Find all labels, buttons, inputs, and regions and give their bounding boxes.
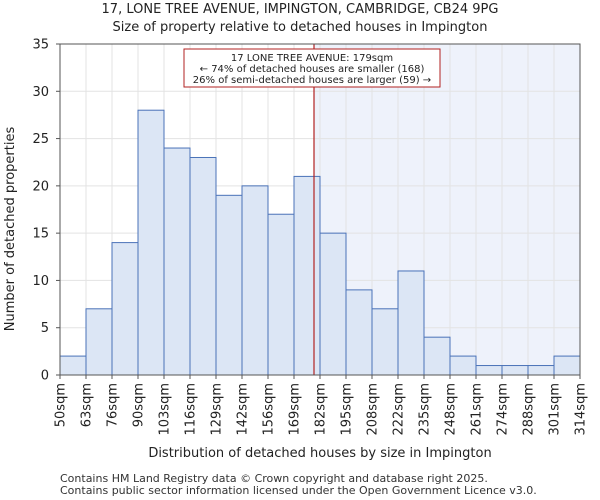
- bar: [371, 308, 399, 376]
- chart-title: 17, LONE TREE AVENUE, IMPINGTON, CAMBRID…: [102, 2, 499, 17]
- bar: [449, 355, 477, 376]
- bar: [397, 270, 425, 376]
- bar: [241, 185, 269, 376]
- y-tick-label: 25: [32, 132, 49, 147]
- x-tick-label: 156sqm: [262, 383, 277, 436]
- bar: [137, 109, 165, 376]
- footer-line-1: Contains HM Land Registry data © Crown c…: [60, 472, 488, 485]
- bar: [59, 355, 87, 376]
- bar: [189, 156, 217, 376]
- bar: [423, 336, 451, 376]
- x-axis-ticks: 50sqm 63sqm 76sqm 90sqm 103sqm 116sqm 129sqm 14…: [54, 375, 589, 436]
- x-tick-label: 248sqm: [444, 383, 459, 436]
- bar: [215, 194, 243, 376]
- bar: [267, 213, 295, 376]
- x-tick-label: 90sqm: [132, 383, 147, 427]
- x-tick-label: 301sqm: [548, 383, 563, 436]
- x-tick-label: 76sqm: [106, 383, 121, 427]
- bar: [163, 147, 191, 376]
- y-axis-label: Number of detached properties: [3, 127, 18, 332]
- y-tick-label: 15: [32, 227, 49, 242]
- bar: [527, 365, 555, 376]
- bar: [553, 355, 581, 376]
- y-tick-label: 0: [41, 369, 49, 384]
- bar: [475, 365, 503, 376]
- y-tick-label: 10: [32, 274, 49, 289]
- x-tick-label: 142sqm: [236, 383, 251, 436]
- bar: [293, 175, 321, 376]
- chart-subtitle: Size of property relative to detached ho…: [113, 20, 488, 35]
- bar: [319, 232, 347, 376]
- annotation-box: 17 LONE TREE AVENUE: 179sqm ← 74% of det…: [183, 48, 441, 88]
- plot-area: [59, 43, 581, 376]
- y-tick-label: 20: [32, 179, 49, 194]
- x-tick-label: 50sqm: [54, 383, 69, 427]
- x-tick-label: 63sqm: [80, 383, 95, 427]
- x-tick-label: 129sqm: [210, 383, 225, 436]
- x-tick-label: 208sqm: [366, 383, 381, 436]
- annotation-line-1: 17 LONE TREE AVENUE: 179sqm: [231, 53, 393, 64]
- bar: [111, 242, 139, 376]
- y-tick-label: 30: [32, 85, 49, 100]
- x-tick-label: 288sqm: [522, 383, 537, 436]
- x-tick-label: 222sqm: [392, 383, 407, 436]
- y-tick-label: 35: [32, 38, 49, 53]
- x-axis-label: Distribution of detached houses by size …: [148, 446, 491, 461]
- annotation-line-3: 26% of semi-detached houses are larger (…: [193, 75, 431, 86]
- x-tick-label: 195sqm: [340, 383, 355, 436]
- x-tick-label: 235sqm: [418, 383, 433, 436]
- y-tick-label: 5: [41, 321, 49, 336]
- x-tick-label: 116sqm: [184, 383, 199, 436]
- footer-line-2: Contains public sector information licen…: [60, 484, 537, 497]
- x-tick-label: 261sqm: [470, 383, 485, 436]
- annotation-line-2: ← 74% of detached houses are smaller (16…: [200, 64, 425, 75]
- x-tick-label: 182sqm: [314, 383, 329, 436]
- bar: [345, 289, 373, 376]
- bar: [85, 308, 113, 376]
- x-tick-label: 274sqm: [496, 383, 511, 436]
- x-tick-label: 103sqm: [158, 383, 173, 436]
- x-tick-label: 169sqm: [288, 383, 303, 436]
- x-tick-label: 314sqm: [574, 383, 589, 436]
- y-axis-ticks: 0 5 10 15 20 25 30 35: [32, 38, 60, 384]
- bars: [59, 109, 581, 376]
- annotation-frame: [183, 48, 441, 88]
- bar: [501, 365, 529, 376]
